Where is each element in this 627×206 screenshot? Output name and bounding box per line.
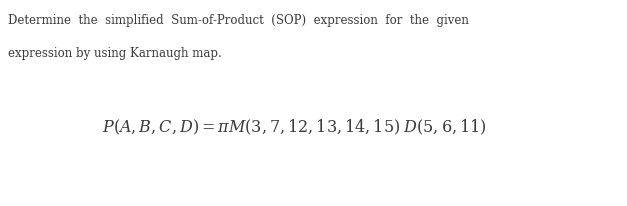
- Text: Determine  the  simplified  Sum-of-Product  (SOP)  expression  for  the  given: Determine the simplified Sum-of-Product …: [8, 14, 468, 27]
- Text: $\mathit{P}(\mathit{A},\mathit{B},\mathit{C},\mathit{D})=\pi\mathit{M}(3,7,12,13: $\mathit{P}(\mathit{A},\mathit{B},\mathi…: [102, 118, 487, 137]
- Text: expression by using Karnaugh map.: expression by using Karnaugh map.: [8, 47, 221, 60]
